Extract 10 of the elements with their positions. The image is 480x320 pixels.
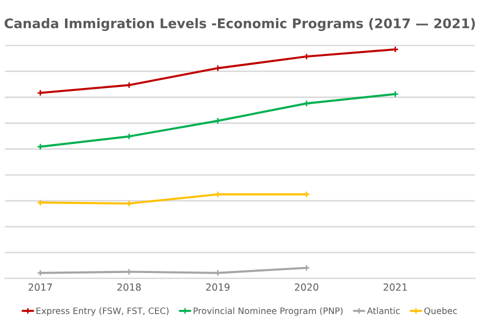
chart-title: Canada Immigration Levels -Economic Programs (2017 — 2021)	[4, 18, 475, 31]
legend-label: Atlantic	[367, 307, 400, 314]
x-tick-label: 2020	[294, 283, 318, 291]
x-tick-label: 2021	[384, 283, 407, 291]
x-tick-label: 2018	[117, 283, 141, 291]
legend-label: Express Entry (FSW, FST, CEC)	[36, 307, 169, 316]
x-tick-label: 2019	[206, 283, 230, 291]
legend-label: Provincial Nominee Program (PNP)	[194, 307, 343, 316]
x-tick-label: 2017	[28, 283, 52, 291]
legend-label: Quebec	[424, 307, 457, 316]
